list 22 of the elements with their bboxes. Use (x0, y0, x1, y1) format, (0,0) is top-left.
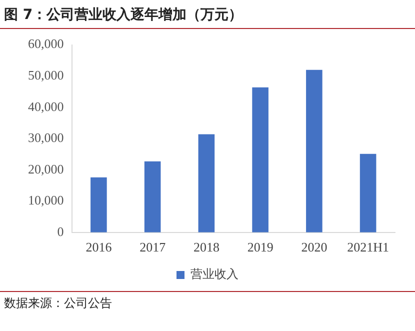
bar (144, 161, 161, 232)
bar (252, 87, 268, 232)
x-tick-label: 2017 (140, 240, 166, 255)
y-tick-label: 60,000 (28, 36, 64, 52)
y-tick-label: 50,000 (28, 67, 64, 82)
bar (360, 154, 376, 232)
bar (306, 70, 322, 232)
y-tick-label: 20,000 (28, 161, 64, 176)
x-tick-label: 2018 (193, 240, 220, 255)
y-tick-label: 40,000 (28, 98, 64, 114)
bar (90, 177, 107, 232)
y-tick-label: 0 (57, 224, 64, 239)
legend-label: 营业收入 (190, 267, 238, 282)
x-tick-label: 2020 (301, 240, 328, 255)
source-note: 数据来源：公司公告 (0, 291, 415, 315)
chart-title: 图 7：公司营业收入逐年增加（万元） (0, 0, 415, 29)
x-tick-label: 2019 (247, 240, 274, 255)
x-tick-label: 2016 (86, 240, 112, 255)
bar (198, 134, 215, 232)
x-tick-label: 2021H1 (347, 240, 390, 255)
y-tick-label: 10,000 (28, 192, 64, 208)
y-tick-label: 30,000 (28, 130, 64, 146)
